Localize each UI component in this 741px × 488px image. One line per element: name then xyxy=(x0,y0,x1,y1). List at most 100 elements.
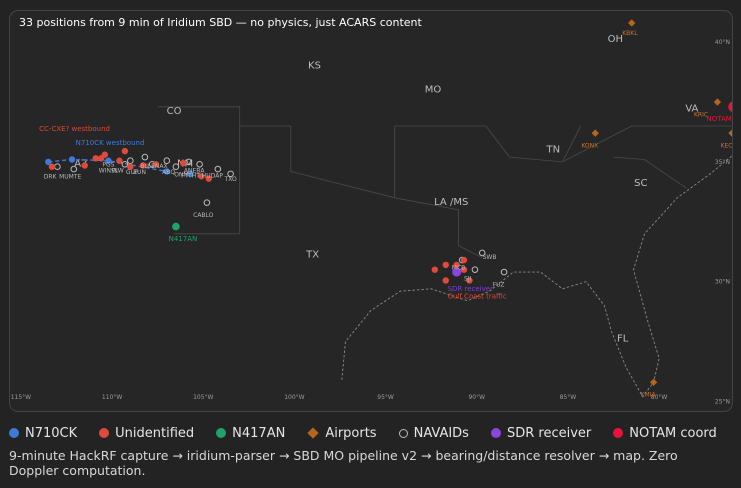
point-label: PGS xyxy=(102,162,114,169)
navaid-marker xyxy=(214,165,222,173)
legend-swatch xyxy=(9,428,19,438)
unidentified-marker xyxy=(431,266,439,273)
state-border xyxy=(394,197,483,259)
navaid-marker xyxy=(172,163,180,170)
unidentified-marker xyxy=(460,266,468,273)
navaid-marker xyxy=(141,153,149,161)
point-label: SWB xyxy=(483,254,497,261)
point-label: ZUN xyxy=(133,169,146,176)
lat-tick-label: 30°N xyxy=(715,279,730,286)
state-label: MO xyxy=(425,84,442,95)
point-label: ANEBA xyxy=(184,168,206,175)
state-label: TX xyxy=(305,250,319,261)
state-label: CO xyxy=(167,106,182,117)
navaid-marker xyxy=(196,160,203,168)
legend-swatch xyxy=(307,427,319,439)
lon-tick-label: 100°W xyxy=(284,394,304,401)
unidentified-marker xyxy=(442,277,449,284)
unidentified-marker xyxy=(48,163,56,170)
lon-tick-label: 110°W xyxy=(102,394,122,401)
n710ck-marker xyxy=(105,157,112,164)
lat-tick-label: 40°N xyxy=(715,39,730,46)
airport-marker xyxy=(591,129,599,137)
unidentified-marker xyxy=(92,155,99,162)
navaid-marker xyxy=(227,170,234,178)
unidentified-marker xyxy=(127,163,134,170)
legend-label: NAVAIDs xyxy=(413,425,469,441)
coastline xyxy=(341,107,732,398)
state-label: KS xyxy=(308,60,321,71)
unidentified-marker xyxy=(152,161,160,168)
point-label: KEC xyxy=(721,143,732,150)
annotation-label: NOTAM xyxy=(706,115,731,123)
navaid-marker xyxy=(203,199,211,206)
airport-marker xyxy=(728,129,732,137)
navaid-marker xyxy=(54,163,61,170)
state-label: LA /MS xyxy=(434,197,468,208)
state-label: AZ xyxy=(74,159,88,170)
n710ck-marker xyxy=(68,156,76,163)
unidentified-marker xyxy=(101,151,109,158)
point-label: ABQ xyxy=(162,169,175,176)
notam-coord-marker xyxy=(728,101,732,112)
legend-item-navaids: NAVAIDs xyxy=(398,425,469,441)
legend-item-airports: Airports xyxy=(307,425,377,441)
legend-swatch xyxy=(216,428,227,438)
point-label: MCB xyxy=(452,265,465,272)
coastline-path xyxy=(341,107,732,398)
annotation-label: CC-CXE? westbound xyxy=(39,125,110,133)
point-label: ONM xyxy=(174,171,188,178)
point-label: MUMTE xyxy=(59,174,81,181)
n417an-marker xyxy=(172,222,180,231)
unidentified-marker xyxy=(116,157,123,164)
point-label: TXO xyxy=(224,176,237,183)
lon-tick-label: 95°W xyxy=(377,394,394,401)
axis-ticks: 115°W 110°W 105°W 100°W 95°W 90°W 85°W 80°W 40°N… xyxy=(11,39,730,405)
legend-item-unidentified: Unidentified xyxy=(99,426,194,441)
navaid-marker xyxy=(478,249,486,257)
n710ck-marker xyxy=(45,158,52,166)
state-label: TN xyxy=(546,144,561,155)
navaid-marker xyxy=(70,165,78,173)
map-canvas: 115°W 110°W 105°W 100°W 95°W 90°W 85°W 80°W 40°N… xyxy=(11,16,732,405)
state-border xyxy=(174,126,241,235)
lat-tick-label: 25°N xyxy=(715,398,730,405)
map-panel: 115°W 110°W 105°W 100°W 95°W 90°W 85°W 80°W 40°N… xyxy=(9,10,733,412)
point-label: DRK xyxy=(44,174,58,181)
unidentified-marker xyxy=(139,162,147,169)
legend-item-n710ck: N710CK xyxy=(9,426,77,441)
legend-label: Unidentified xyxy=(115,425,195,441)
map-title: 33 positions from 9 min of Iridium SBD —… xyxy=(19,16,423,29)
point-label: BIL xyxy=(140,163,150,170)
state-border xyxy=(613,156,687,189)
unidentified-marker xyxy=(466,277,473,284)
caption: 9-minute HackRF capture → iridium-parser… xyxy=(9,448,678,478)
sdr-receiver-marker xyxy=(452,267,462,277)
legend-label: Airports xyxy=(325,425,377,441)
point-label: GUP xyxy=(126,169,139,176)
point-label: LENAX xyxy=(148,163,168,170)
state-border xyxy=(562,125,582,163)
lon-tick-label: 90°W xyxy=(468,394,485,401)
airport-marker xyxy=(628,19,636,27)
legend-label: NOTAM coord xyxy=(629,425,717,441)
point-label: KBKL xyxy=(622,30,638,37)
unidentified-marker xyxy=(180,159,187,167)
point-label: SJI xyxy=(464,275,472,282)
point-label: KMIA xyxy=(641,392,657,399)
unidentified-marker xyxy=(205,175,212,182)
state-label: OH xyxy=(608,34,623,45)
legend-swatch xyxy=(490,428,501,438)
navaid-marker xyxy=(121,160,129,168)
unidentified-marker xyxy=(198,173,205,180)
n710ck-marker xyxy=(163,168,170,175)
lat-tick-label: 35°N xyxy=(715,159,730,166)
state-label: SC xyxy=(634,178,647,189)
state-borders xyxy=(157,106,732,259)
navaid-marker xyxy=(471,266,479,273)
state-border xyxy=(157,106,732,199)
point-label: FTTHT xyxy=(181,172,200,179)
legend-item-sdr-receiver: SDR receiver xyxy=(490,426,591,441)
